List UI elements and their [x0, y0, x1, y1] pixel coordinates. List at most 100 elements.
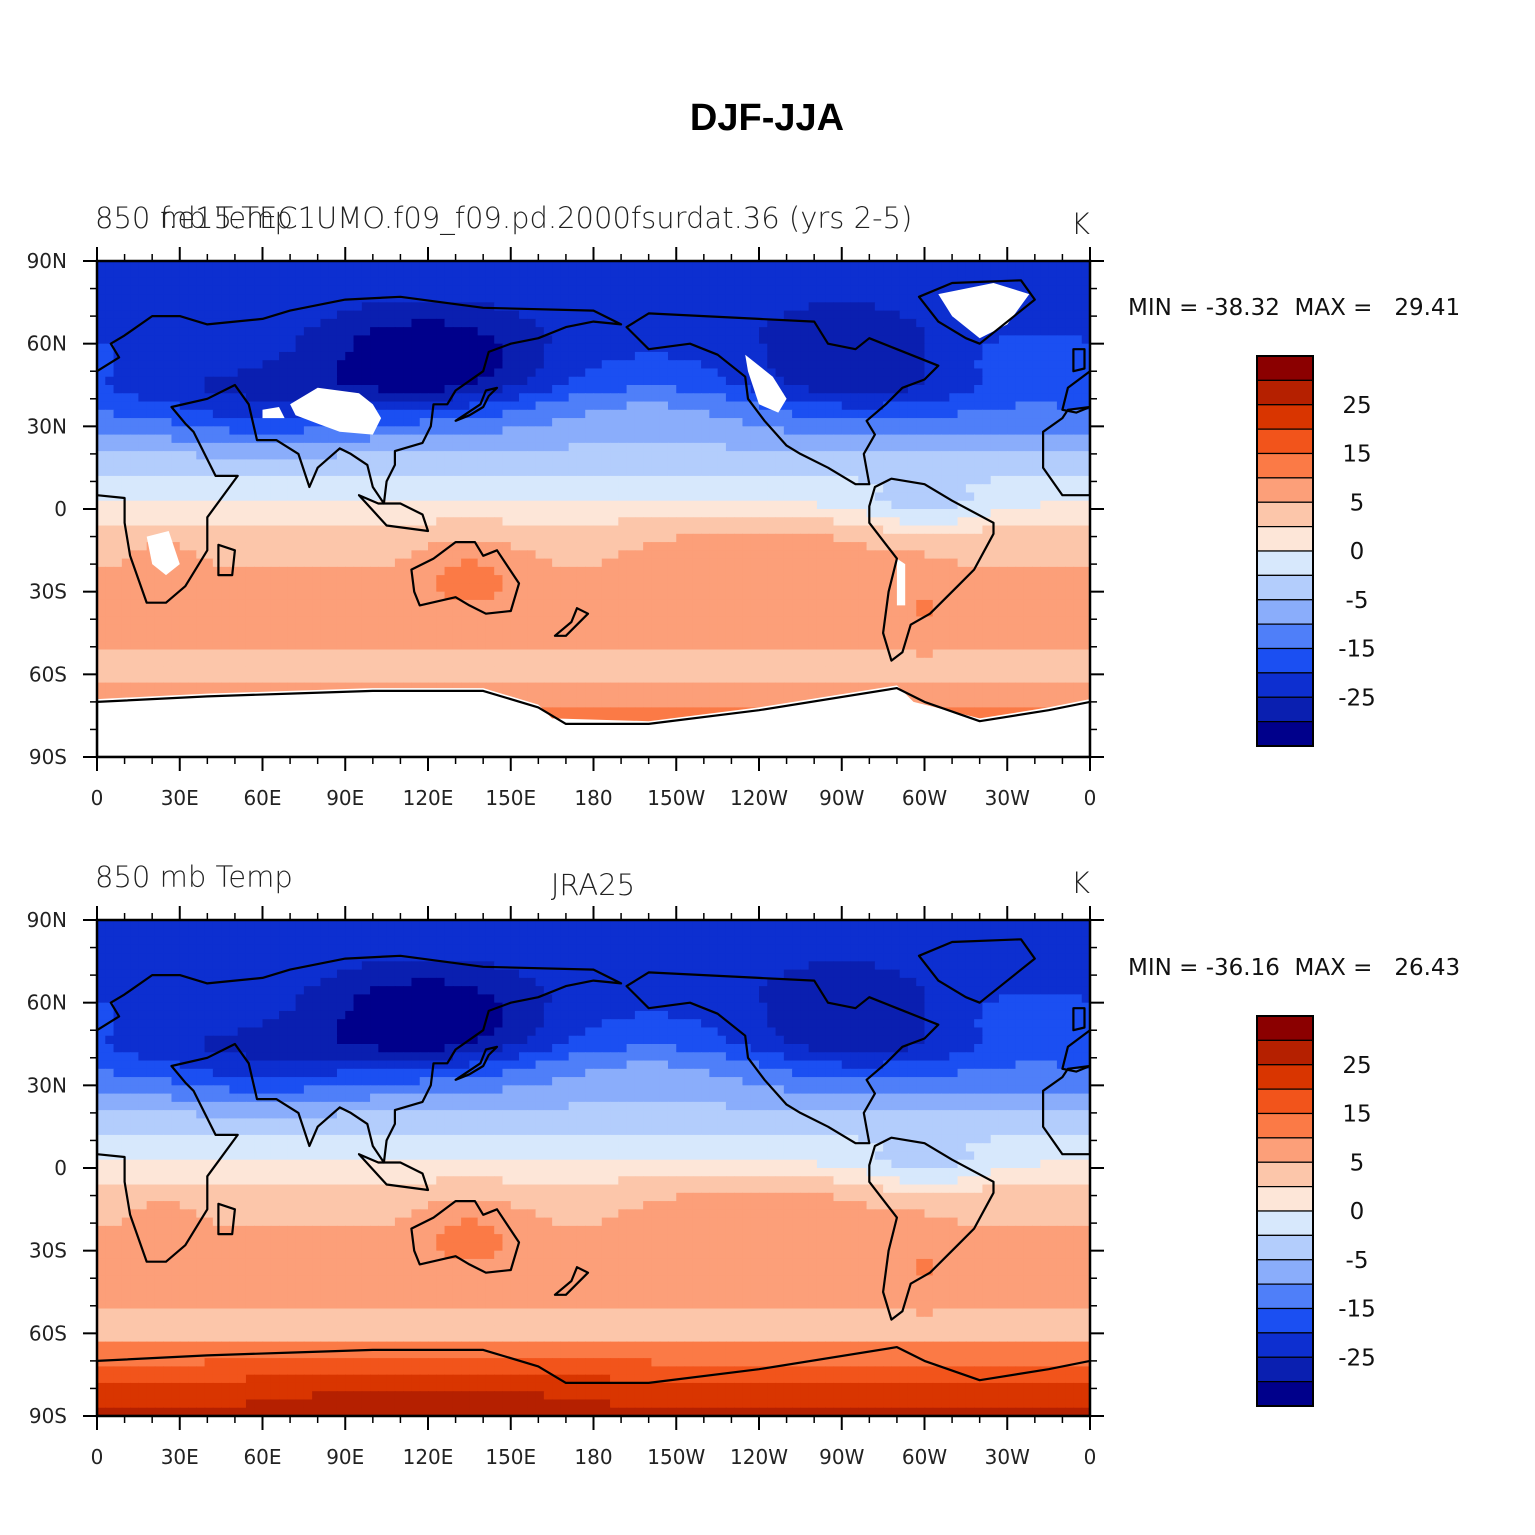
lon-tick-label: 120W	[730, 786, 788, 810]
colorbar-swatch	[1256, 696, 1314, 723]
colorbar-swatch	[1256, 1161, 1314, 1188]
lat-tick-label: 60S	[29, 662, 67, 686]
colorbar-tick-label: 0	[1350, 539, 1365, 565]
lon-tick-label: 90W	[819, 1445, 864, 1469]
lat-tick-label: 60S	[29, 1321, 67, 1345]
lon-tick-label: 120W	[730, 1445, 788, 1469]
lon-tick-label: 30W	[985, 1445, 1030, 1469]
colorbar-tick-label: 5	[1350, 1150, 1365, 1176]
lon-tick-label: 30E	[161, 1445, 199, 1469]
colorbar-swatch	[1256, 1039, 1314, 1066]
coastline-segment	[1061, 1029, 1090, 1073]
colorbar-tick-label: -25	[1338, 685, 1376, 711]
coastline-segment	[97, 1346, 1090, 1416]
lon-tick-label: 0	[1084, 1445, 1097, 1469]
masked-region	[262, 407, 285, 419]
masked-region	[938, 283, 1030, 339]
model-case-label: f.e15.TEC1UMO.f09_f09.pd.2000fsurdat.36 …	[160, 201, 912, 236]
lon-tick-label: 150W	[647, 786, 705, 810]
coastline-segment	[217, 543, 236, 577]
axis-ticks: 90N 60N 30N 0 30S 60S 90S 0 30E 60E 90E 120E 150E 180…	[27, 247, 1104, 810]
lon-tick-label: 150E	[485, 786, 536, 810]
coastline-segment	[97, 295, 623, 604]
coastline-segment	[868, 1136, 995, 1321]
coastline-segment	[357, 1153, 430, 1192]
min-max-label: MIN = -36.16 MAX = 26.43	[1128, 955, 1460, 981]
lon-tick-label: 180	[574, 786, 612, 810]
colorbar-swatch	[1256, 1381, 1314, 1407]
colorbar-tick-label: 15	[1342, 442, 1371, 468]
coastline-segment	[410, 541, 521, 615]
lon-tick-label: 60E	[243, 786, 281, 810]
masked-region	[745, 354, 787, 413]
colorbar-swatch	[1256, 672, 1314, 698]
units-label: K	[1071, 866, 1090, 900]
colorbar-swatch	[1256, 1307, 1314, 1334]
map-field-jra25	[97, 920, 1090, 1416]
coastline-segment	[454, 1045, 499, 1081]
lat-tick-label: 0	[54, 497, 67, 521]
colorbar-tick-label: -5	[1346, 588, 1369, 614]
colorbar-swatch	[1256, 355, 1314, 381]
colorbar-swatch	[1256, 1186, 1314, 1212]
lon-tick-label: 60W	[902, 1445, 947, 1469]
lon-tick-label: 120E	[403, 1445, 454, 1469]
lon-tick-label: 0	[1084, 786, 1097, 810]
colorbar-swatch	[1256, 574, 1314, 601]
colorbar-swatch	[1256, 1234, 1314, 1261]
units-label: K	[1071, 207, 1090, 241]
axis-ticks: 90N 60N 30N 0 30S 60S 90S 0 30E 60E 90E 120E 150E 180…	[27, 906, 1104, 1469]
lon-tick-label: 0	[91, 786, 104, 810]
colorbar-swatch	[1256, 452, 1314, 479]
colorbar-tick-label: -5	[1346, 1248, 1369, 1274]
lon-tick-label: 150E	[485, 1445, 536, 1469]
colorbar-swatch	[1256, 1210, 1314, 1236]
lat-tick-label: 30S	[29, 580, 67, 604]
panel-jra25: 90N 60N 30N 0 30S 60S 90S 0 30E 60E 90E 120E 150E 180…	[27, 860, 1461, 1469]
colorbar-tick-label: 5	[1350, 490, 1365, 516]
masked-region	[290, 387, 382, 435]
coastline-segment	[97, 687, 1090, 757]
lon-tick-label: 180	[574, 1445, 612, 1469]
lat-tick-label: 90S	[29, 745, 67, 769]
masked-region	[896, 558, 906, 606]
panel-model: 90N 60N 30N 0 30S 60S 90S 0 30E 60E 90E 120E 150E 180…	[27, 201, 1461, 810]
colorbar: 25 15 5 0 -5 -15 -25	[1256, 1015, 1376, 1407]
lon-tick-label: 120E	[403, 786, 454, 810]
lat-tick-label: 90N	[27, 908, 67, 932]
coastline-segment	[357, 494, 430, 533]
colorbar-swatch	[1256, 379, 1314, 406]
colorbar-swatch	[1256, 477, 1314, 503]
lat-tick-label: 60N	[27, 991, 67, 1015]
colorbar-swatch	[1256, 623, 1314, 650]
coastlines	[97, 279, 1090, 757]
lon-tick-label: 150W	[647, 1445, 705, 1469]
coastline-segment	[1072, 1007, 1086, 1032]
colorbar-swatch	[1256, 1015, 1314, 1041]
colorbar-swatch	[1256, 1259, 1314, 1285]
coastline-segment	[625, 971, 940, 1145]
lat-tick-label: 30N	[27, 1073, 67, 1097]
colorbar-swatch	[1256, 1137, 1314, 1163]
coastline-segment	[97, 954, 623, 1263]
colorbar-swatch	[1256, 404, 1314, 430]
colorbar-swatch	[1256, 721, 1314, 747]
colorbar-swatch	[1256, 1088, 1314, 1115]
colorbar-tick-label: -15	[1338, 637, 1376, 663]
colorbar-tick-label: 0	[1350, 1199, 1365, 1225]
lat-tick-label: 30S	[29, 1239, 67, 1263]
lon-tick-label: 60E	[243, 1445, 281, 1469]
lon-tick-label: 0	[91, 1445, 104, 1469]
colorbar-swatch	[1256, 526, 1314, 552]
coastline-segment	[553, 607, 590, 637]
coastlines	[97, 938, 1090, 1416]
colorbar-tick-label: 25	[1342, 1053, 1371, 1079]
colorbar-swatch	[1256, 1356, 1314, 1383]
lon-tick-label: 90W	[819, 786, 864, 810]
colorbar-tick-label: 25	[1342, 393, 1371, 419]
coastline-segment	[868, 477, 995, 662]
left-string: 850 mb Temp	[95, 201, 293, 235]
coastline-segment	[553, 1266, 590, 1296]
colorbar-swatch	[1256, 599, 1314, 625]
